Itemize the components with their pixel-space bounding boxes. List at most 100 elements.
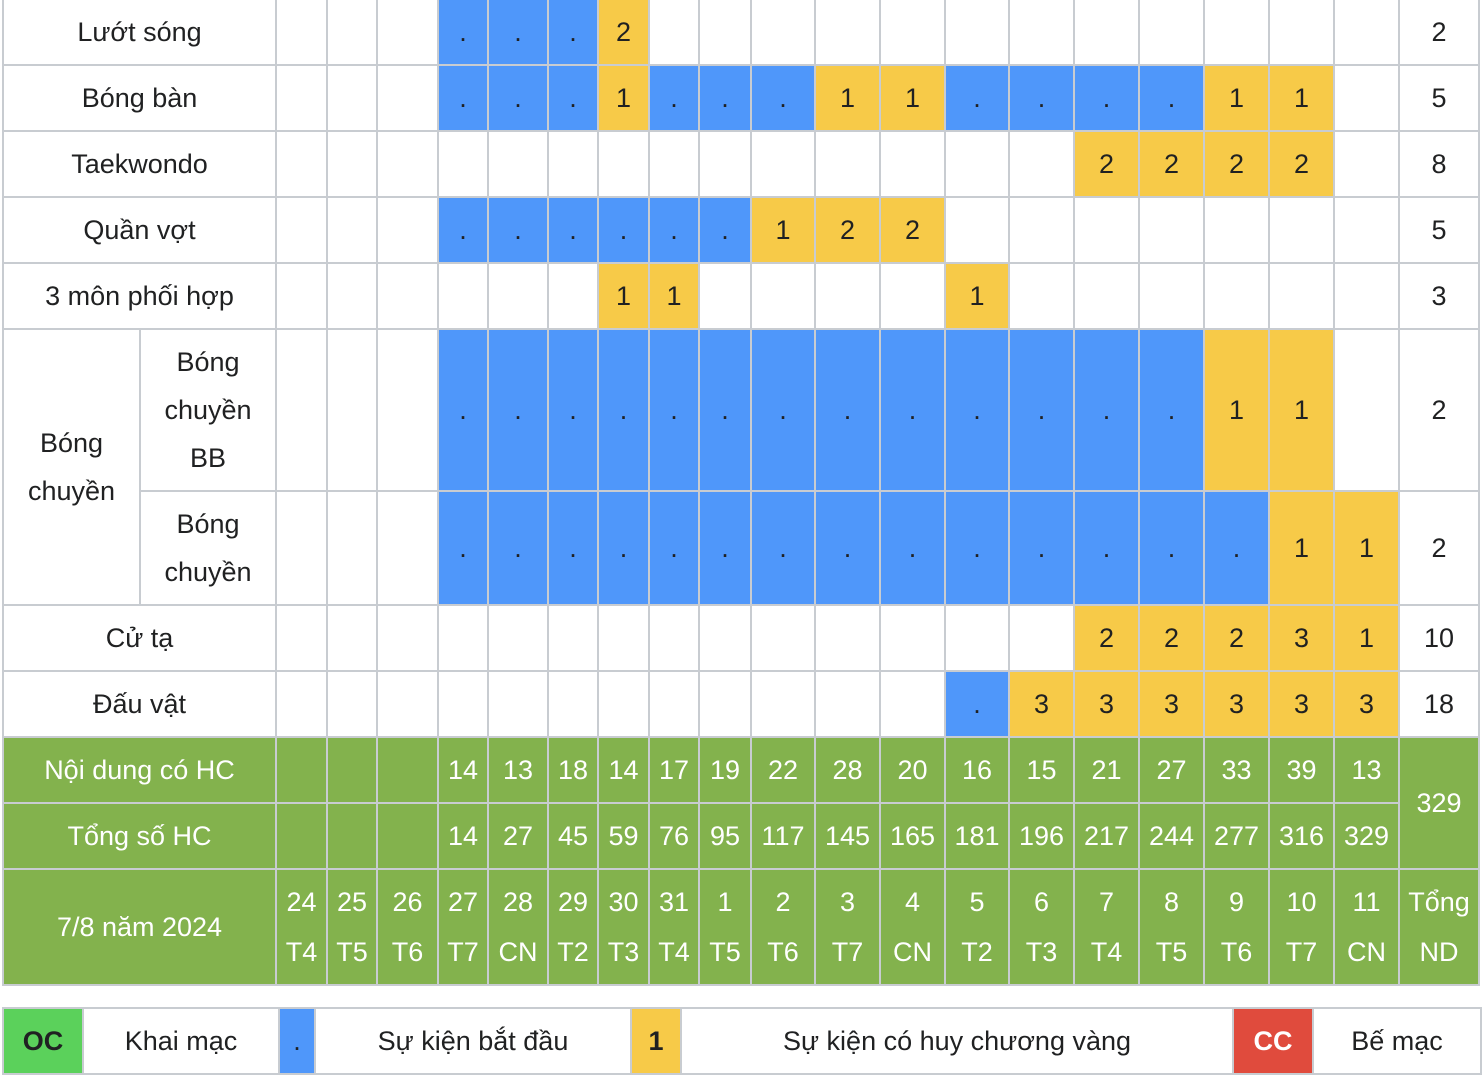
legend-opening-label: Khai mạc	[82, 1007, 280, 1075]
cumulative-medals-value: 277	[1203, 802, 1270, 870]
cumulative-medals-value: 329	[1333, 802, 1400, 870]
schedule-cell: .	[437, 328, 489, 492]
sport-total: 2	[1398, 328, 1480, 492]
olympic-schedule-table: Lướt sóng... 2 2 Bóng bàn... 1... 1 1.... 1 1 5 Ta…	[2, 0, 1480, 986]
sub-sport-name: Bóng chuyền	[139, 490, 277, 606]
sport-name: Đấu vật	[2, 670, 277, 738]
schedule-cell	[750, 670, 816, 738]
date-weekday: T5	[709, 937, 741, 967]
date-weekday: T5	[1155, 937, 1188, 967]
schedule-cell	[1268, 0, 1335, 66]
schedule-cell: 1	[944, 262, 1010, 330]
schedule-cell: .	[547, 0, 599, 66]
sport-row: Lướt sóng... 2 2	[2, 0, 1480, 66]
sport-name: Quần vợt	[2, 196, 277, 264]
schedule-cell: .	[487, 64, 549, 132]
schedule-cell: .	[597, 490, 650, 606]
date-cell: 10 T7	[1268, 868, 1335, 986]
events-per-day-value: 17	[648, 736, 700, 804]
events-per-day-value: 16	[944, 736, 1010, 804]
date-day: 1	[717, 887, 733, 917]
date-weekday: T6	[1220, 937, 1253, 967]
cumulative-medals-value: 244	[1138, 802, 1205, 870]
date-day: 30	[608, 887, 639, 917]
schedule-cell: .	[814, 490, 881, 606]
events-per-day-value: 28	[814, 736, 881, 804]
date-day: 2	[775, 887, 791, 917]
date-day: 24	[286, 887, 317, 917]
schedule-cell: .	[1073, 64, 1140, 132]
schedule-cell: .	[750, 328, 816, 492]
empty-day-cell	[376, 0, 439, 66]
schedule-cell	[1008, 0, 1075, 66]
events-per-day-value: 13	[487, 736, 549, 804]
events-per-day-value: 22	[750, 736, 816, 804]
schedule-cell	[1203, 0, 1270, 66]
schedule-cell: .	[814, 328, 881, 492]
schedule-cell: 3	[1268, 670, 1335, 738]
schedule-cell: 1	[1333, 604, 1400, 672]
cumulative-medals-value: 59	[597, 802, 650, 870]
schedule-cell: .	[879, 328, 946, 492]
grand-total: 329	[1398, 736, 1480, 870]
schedule-cell	[547, 130, 599, 198]
empty-day-cell	[275, 64, 328, 132]
schedule-cell	[437, 604, 489, 672]
schedule-cell: .	[1203, 490, 1270, 606]
schedule-cell: .	[944, 670, 1010, 738]
schedule-cell	[547, 670, 599, 738]
legend-gold-label: Sự kiện có huy chương vàng	[680, 1007, 1234, 1075]
schedule-cell: .	[750, 490, 816, 606]
events-per-day-value: 14	[597, 736, 650, 804]
schedule-cell: .	[437, 196, 489, 264]
sport-row: Bóng chuyền Bóng chuyền BB............. 1 1…	[2, 328, 1480, 606]
date-cell: 11 CN	[1333, 868, 1400, 986]
date-cell: 5 T2	[944, 868, 1010, 986]
date-cell: 31 T4	[648, 868, 700, 986]
date-cell: 3 T7	[814, 868, 881, 986]
schedule-cell	[1203, 262, 1270, 330]
sport-group-name: Bóng chuyền	[2, 328, 141, 606]
schedule-cell	[698, 604, 752, 672]
schedule-cell: .	[1008, 328, 1075, 492]
date-weekday: T2	[557, 937, 589, 967]
cumulative-medals-value: 76	[648, 802, 700, 870]
date-cell: 27 T7	[437, 868, 489, 986]
schedule-cell	[1333, 64, 1400, 132]
schedule-cell	[1203, 196, 1270, 264]
schedule-cell	[1073, 196, 1140, 264]
date-cell: 28 CN	[487, 868, 549, 986]
cumulative-medals-value: 181	[944, 802, 1010, 870]
date-day: 4	[904, 887, 921, 917]
legend-start-label: Sự kiện bắt đầu	[314, 1007, 632, 1075]
sport-row: 3 môn phối hợp 1 1 1 3	[2, 262, 1480, 330]
events-per-day-value: 21	[1073, 736, 1140, 804]
date-weekday: T7	[447, 937, 479, 967]
schedule-cell	[547, 262, 599, 330]
date-weekday: T4	[285, 937, 318, 967]
schedule-cell	[597, 604, 650, 672]
empty-day-cell	[326, 736, 378, 804]
schedule-cell	[750, 0, 816, 66]
events-per-day-label: Nội dung có HC	[2, 736, 277, 804]
sport-total: 2	[1398, 490, 1480, 606]
cumulative-medals-value: 95	[698, 802, 752, 870]
empty-day-cell	[376, 196, 439, 264]
date-cell: 30 T3	[597, 868, 650, 986]
sub-sport-name: Bóng chuyền BB	[139, 328, 277, 492]
empty-day-cell	[326, 670, 378, 738]
schedule-cell: .	[437, 490, 489, 606]
schedule-cell	[1268, 262, 1335, 330]
schedule-cell: 2	[1138, 130, 1205, 198]
empty-day-cell	[326, 490, 378, 606]
dates-label: 7/8 năm 2024	[2, 868, 277, 986]
schedule-cell	[698, 0, 752, 66]
schedule-cell: .	[1008, 64, 1075, 132]
schedule-cell: 1	[750, 196, 816, 264]
sport-row: Quần vợt...... 1 2 2 5	[2, 196, 1480, 264]
empty-day-cell	[326, 802, 378, 870]
schedule-cell	[1138, 0, 1205, 66]
schedule-cell: 1	[879, 64, 946, 132]
schedule-cell	[879, 0, 946, 66]
date-day: 25	[336, 887, 368, 917]
